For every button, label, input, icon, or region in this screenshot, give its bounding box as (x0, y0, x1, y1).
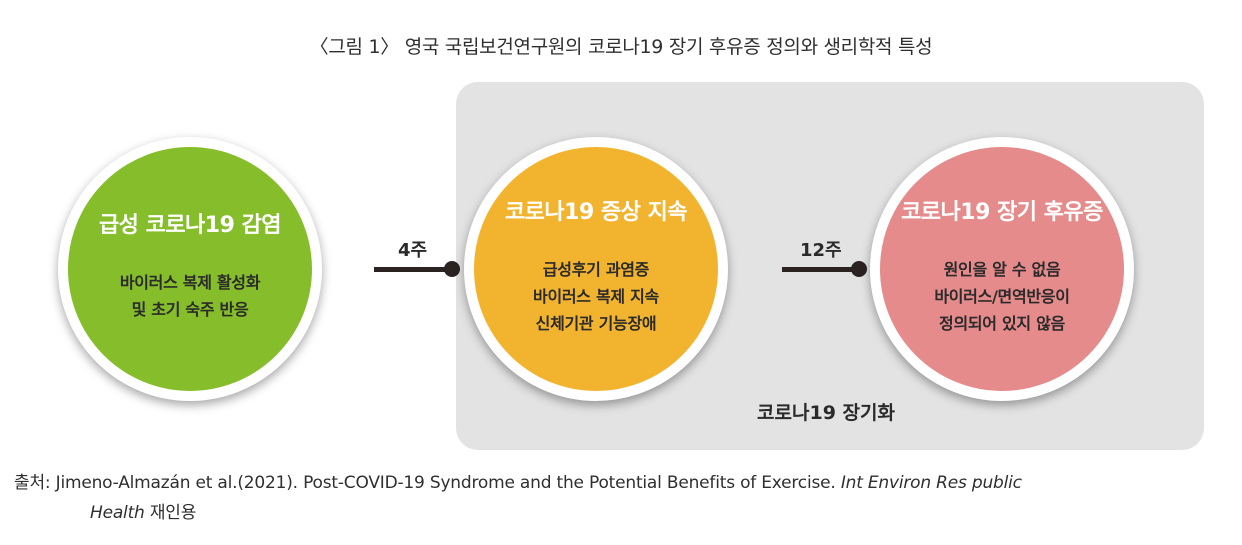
stage-line: 신체기관 기능장애 (535, 313, 657, 333)
stage-line: 바이러스 복제 활성화 (119, 273, 261, 292)
source-text: Jimeno-Almazán et al.(2021). Post-COVID-… (55, 473, 841, 493)
stage-line: 정의되어 있지 않음 (939, 313, 1065, 333)
stage-line: 원인을 알 수 없음 (943, 259, 1061, 279)
connector-dot (444, 261, 460, 277)
stage-title: 코로나19 장기 후유증 (901, 199, 1103, 225)
stage-ongoing-symptoms: 코로나19 증상 지속 급성후기 과염증 바이러스 복제 지속 신체기관 기능장… (464, 137, 728, 401)
stage-title: 코로나19 증상 지속 (504, 199, 688, 225)
figure-title: 〈그림 1〉 영국 국립보건연구원의 코로나19 장기 후유증 정의와 생리학적… (309, 36, 933, 58)
stage-long-covid: 코로나19 장기 후유증 원인을 알 수 없음 바이러스/면역반응이 정의되어 … (870, 137, 1134, 401)
stage-line: 바이러스 복제 지속 (533, 286, 659, 306)
source-journal: Int Environ Res public (840, 473, 1022, 493)
connector-dot (851, 261, 867, 277)
connector-label: 4주 (398, 240, 428, 261)
stage-line: 및 초기 숙주 반응 (131, 300, 249, 319)
connector-label: 12주 (800, 240, 842, 261)
stage-line: 급성후기 과염증 (542, 259, 650, 279)
stage-acute-infection: 급성 코로나19 감염 바이러스 복제 활성화 및 초기 숙주 반응 (58, 137, 322, 401)
connector-line (374, 267, 454, 272)
stage-title: 급성 코로나19 감염 (98, 213, 282, 238)
source-journal-cont: Health (90, 503, 145, 523)
source-citation: 출처: Jimeno-Almazán et al.(2021). Post-CO… (14, 468, 1224, 528)
connector-line (782, 267, 862, 272)
source-suffix: 재인용 (144, 503, 197, 523)
source-prefix: 출처: (14, 473, 56, 493)
stage-line: 바이러스/면역반응이 (934, 286, 1070, 306)
panel-label: 코로나19 장기화 (757, 402, 895, 424)
